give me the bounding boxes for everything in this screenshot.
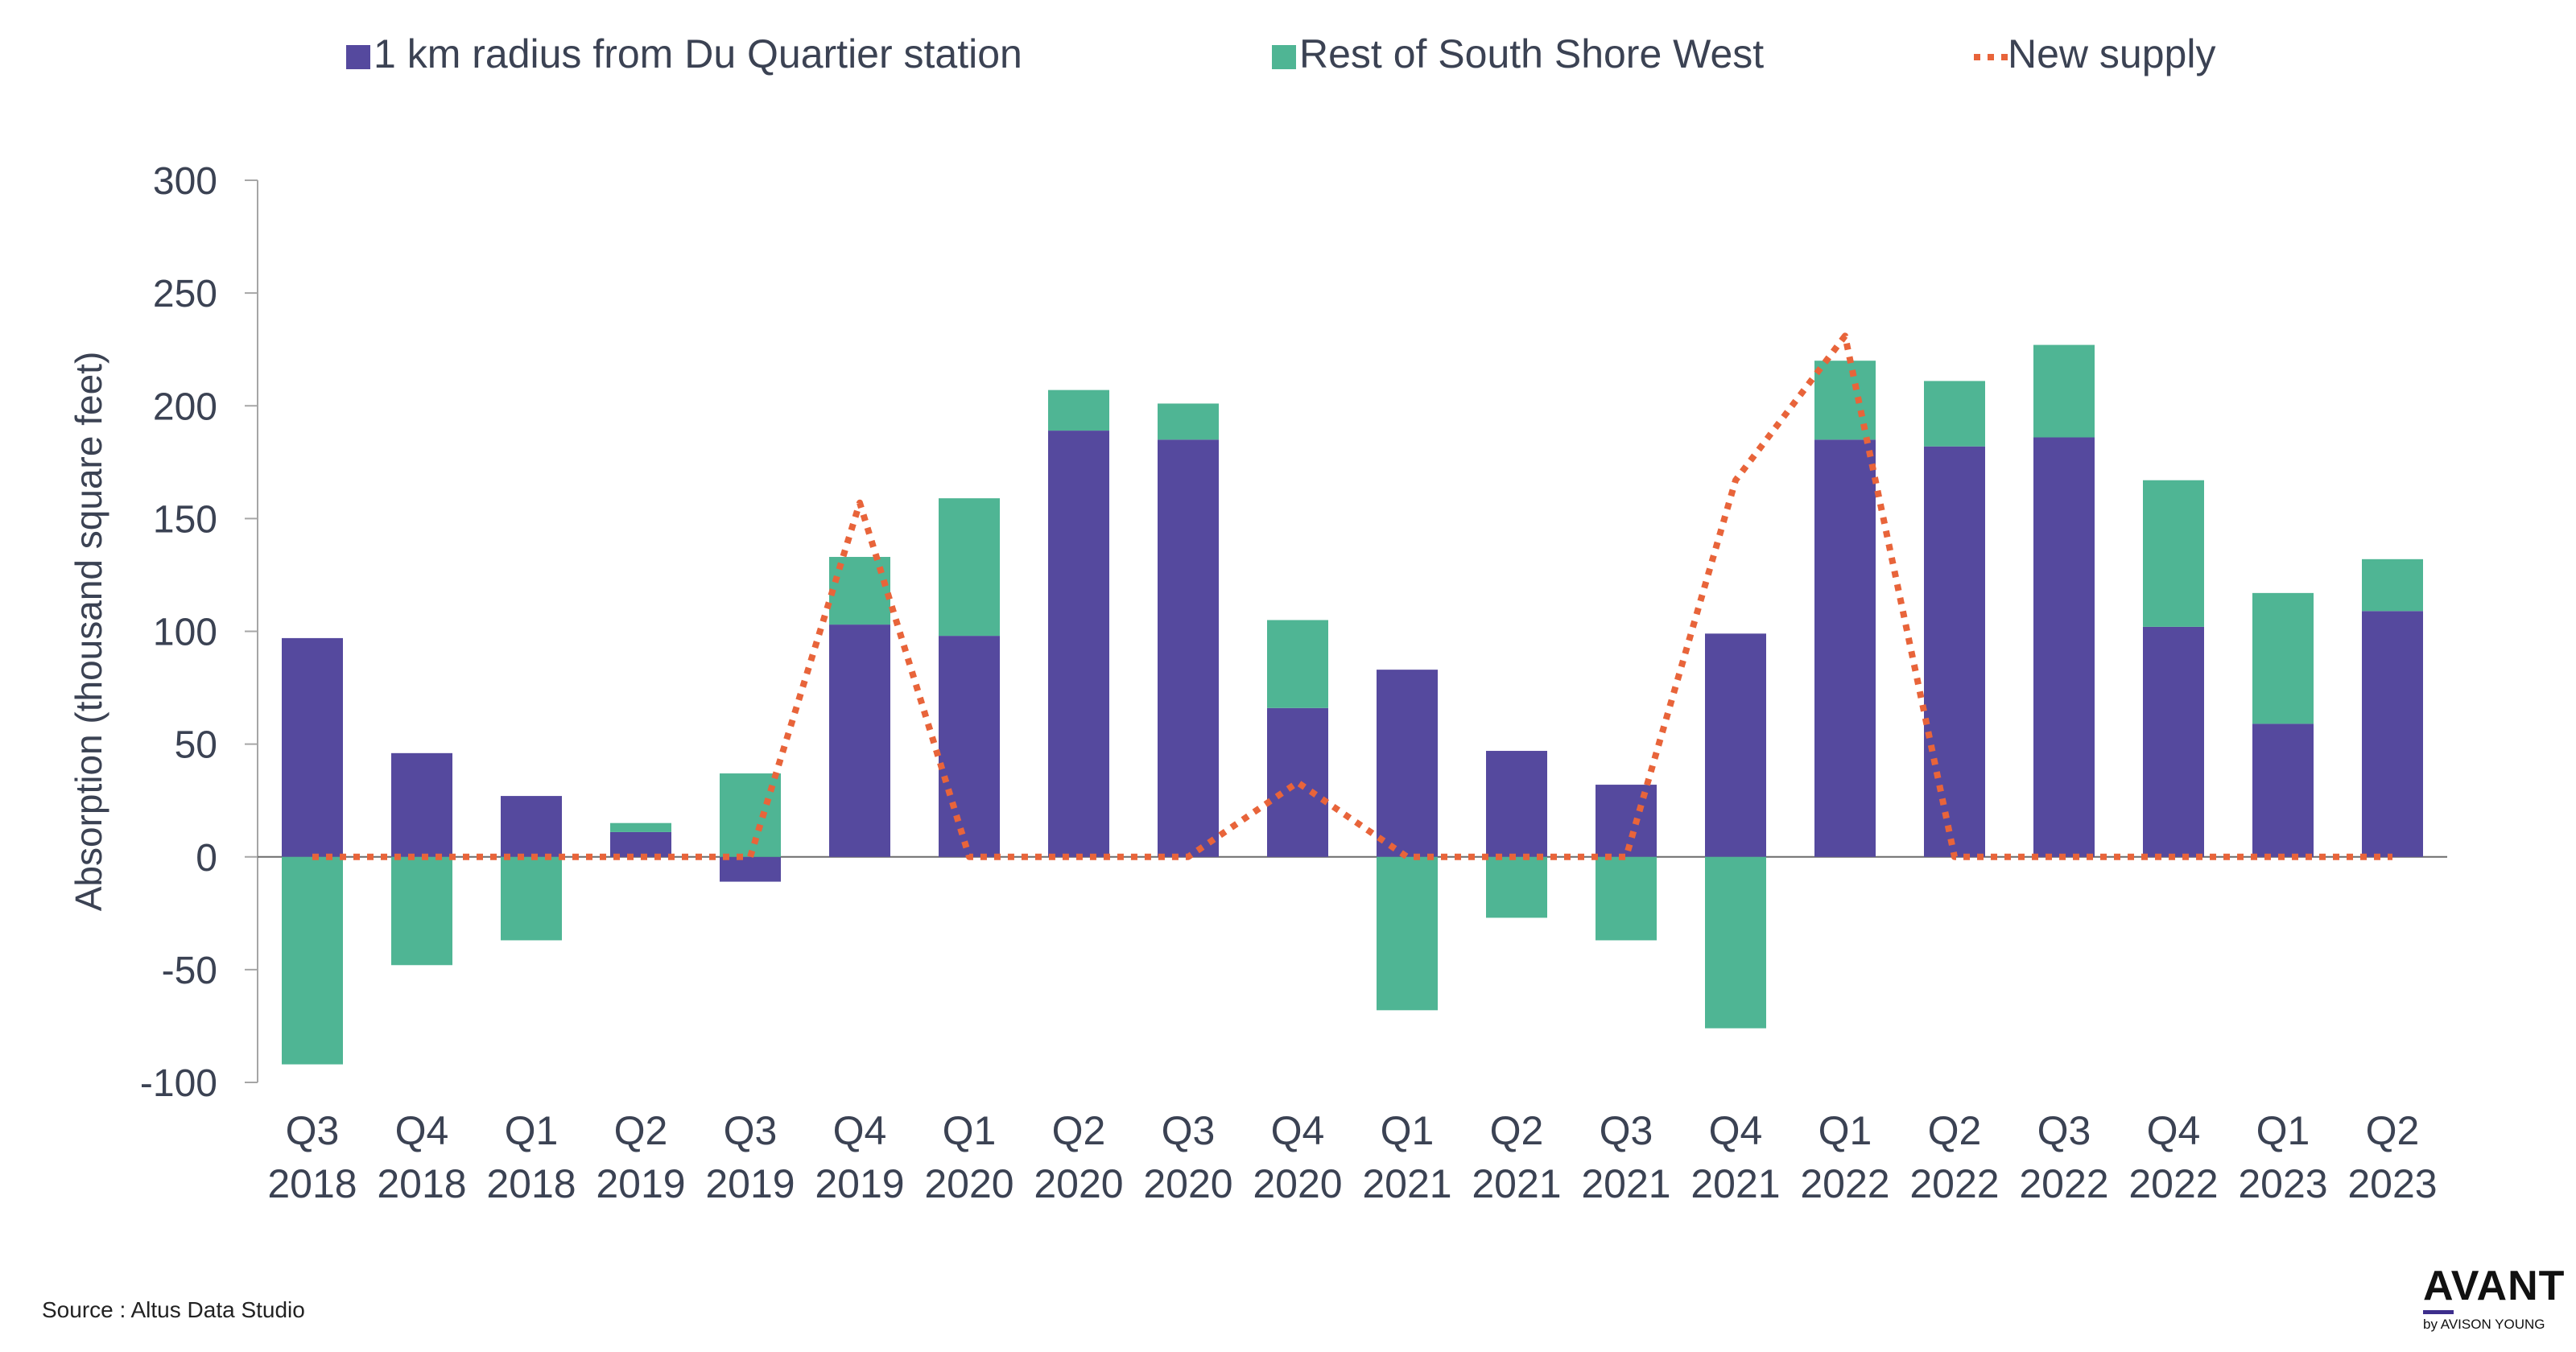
legend-label: Rest of South Shore West: [1299, 31, 1764, 76]
bar-du-quartier: [2362, 611, 2423, 857]
bar-du-quartier: [1158, 439, 1219, 857]
labels-layer: 300 250 200 150 100 50 0 -50 -100 Absorption (tho…: [68, 160, 2438, 1206]
bar-rest-south-shore: [501, 856, 562, 941]
legend-swatch-du-quartier: [346, 45, 370, 69]
y-tick-label: 250: [153, 273, 217, 315]
y-tick-label: 50: [175, 724, 217, 767]
logo-subtitle: by AVISON YOUNG: [2423, 1317, 2545, 1332]
bar-rest-south-shore: [1048, 390, 1109, 431]
x-tick-label: Q2 2021: [1472, 1108, 1561, 1206]
bar-du-quartier: [1377, 670, 1438, 857]
bar-rest-south-shore: [610, 822, 671, 832]
legend-label: 1 km radius from Du Quartier station: [374, 31, 1022, 76]
x-tick-label: Q1 2018: [486, 1108, 576, 1206]
bar-rest-south-shore: [1267, 620, 1328, 708]
y-tick-label: 100: [153, 612, 217, 654]
bar-rest-south-shore: [1377, 856, 1438, 1011]
logo-underline: [2423, 1310, 2454, 1314]
x-tick-label: Q3 2021: [1581, 1108, 1670, 1206]
legend: 1 km radius from Du Quartier station Rest…: [346, 31, 2215, 76]
bar-du-quartier: [2033, 437, 2095, 857]
bar-du-quartier: [2143, 626, 2204, 857]
absorption-chart: 1 km radius from Du Quartier station Rest…: [68, 31, 2447, 1206]
bar-rest-south-shore: [1486, 856, 1547, 918]
x-tick-label: Q1 2020: [924, 1108, 1013, 1206]
y-axis-title: Absorption (thousand square feet): [68, 352, 109, 912]
logo-wordmark: AVANT: [2423, 1263, 2566, 1309]
bar-rest-south-shore: [939, 498, 1000, 637]
bar-rest-south-shore: [2033, 344, 2095, 438]
bar-du-quartier: [720, 856, 781, 882]
legend-label: New supply: [2008, 31, 2215, 76]
bar-du-quartier: [1048, 431, 1109, 857]
bars-layer: [282, 344, 2423, 1065]
x-tick-label: Q4 2020: [1253, 1108, 1342, 1206]
x-tick-label: Q2 2020: [1034, 1108, 1123, 1206]
x-tick-label: Q3 2022: [2019, 1108, 2108, 1206]
bar-du-quartier: [501, 796, 562, 857]
y-tick-label: -100: [140, 1062, 217, 1105]
bar-du-quartier: [282, 637, 343, 857]
bar-rest-south-shore: [282, 856, 343, 1065]
x-tick-label: Q2 2022: [1909, 1108, 1999, 1206]
bar-du-quartier: [829, 624, 890, 857]
bar-rest-south-shore: [1158, 403, 1219, 440]
x-tick-label: Q2 2019: [596, 1108, 685, 1206]
x-tick-label: Q1 2021: [1362, 1108, 1451, 1206]
bar-rest-south-shore: [391, 856, 452, 966]
bar-du-quartier: [1486, 751, 1547, 857]
bar-du-quartier: [1705, 633, 1766, 857]
lines-layer: [312, 332, 2393, 860]
x-tick-label: Q3 2018: [267, 1108, 357, 1206]
bar-du-quartier: [1924, 446, 1985, 857]
bar-du-quartier: [2252, 723, 2314, 857]
bar-rest-south-shore: [2143, 480, 2204, 627]
bar-rest-south-shore: [1924, 381, 1985, 447]
y-tick-label: 300: [153, 160, 217, 203]
x-tick-label: Q1 2022: [1800, 1108, 1889, 1206]
x-tick-label: Q4 2022: [2128, 1108, 2218, 1206]
y-tick-label: 150: [153, 498, 217, 541]
bar-du-quartier: [1814, 439, 1876, 857]
x-tick-label: Q4 2018: [377, 1108, 466, 1206]
bar-du-quartier: [939, 636, 1000, 857]
bar-rest-south-shore: [1596, 856, 1657, 941]
x-tick-label: Q4 2019: [815, 1108, 904, 1206]
x-tick-label: Q4 2021: [1690, 1108, 1780, 1206]
y-tick-label: 0: [196, 837, 217, 880]
x-tick-label: Q1 2023: [2238, 1108, 2327, 1206]
x-tick-label: Q2 2023: [2347, 1108, 2437, 1206]
source-note: Source : Altus Data Studio: [42, 1297, 305, 1322]
bar-du-quartier: [610, 831, 671, 857]
legend-swatch-rest-south-shore: [1272, 45, 1296, 69]
line-new-supply: [312, 332, 2392, 860]
avant-logo: AVANT by AVISON YOUNG: [2423, 1263, 2566, 1332]
y-tick-label: -50: [162, 950, 217, 992]
bar-rest-south-shore: [1705, 856, 1766, 1028]
x-tick-label: Q3 2019: [705, 1108, 795, 1206]
x-tick-label: Q3 2020: [1143, 1108, 1232, 1206]
y-tick-label: 200: [153, 385, 217, 428]
bar-du-quartier: [391, 752, 452, 857]
bar-rest-south-shore: [2362, 559, 2423, 612]
bar-rest-south-shore: [2252, 592, 2314, 724]
axes: [245, 179, 2447, 1083]
